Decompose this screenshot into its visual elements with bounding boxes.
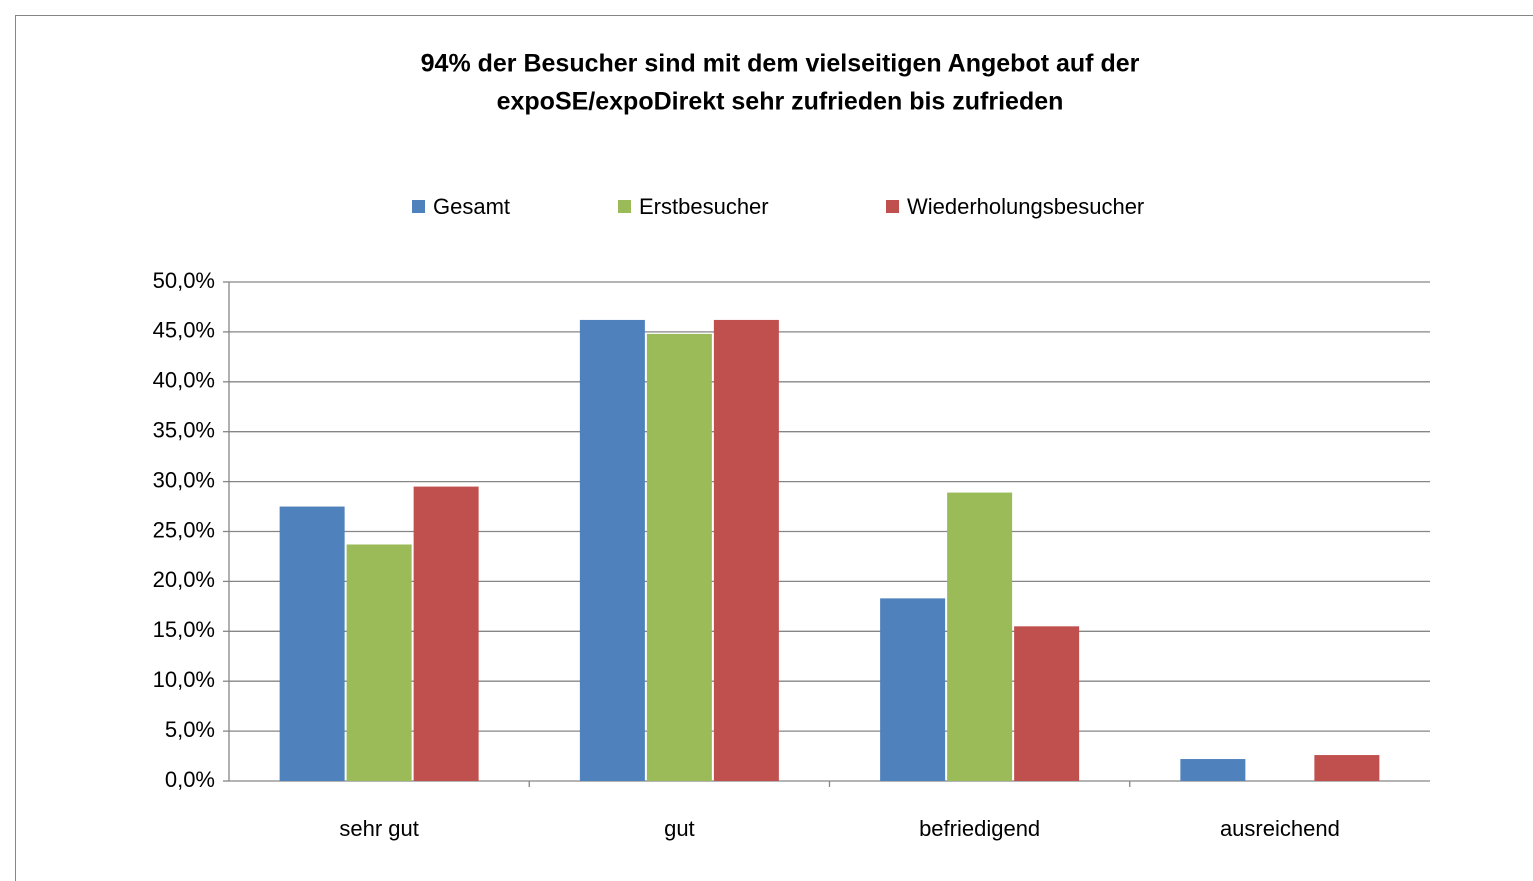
legend-label: Wiederholungsbesucher	[907, 194, 1144, 219]
y-tick-label: 50,0%	[153, 268, 215, 293]
y-tick-label: 30,0%	[153, 467, 215, 492]
x-tick-label: gut	[664, 816, 695, 841]
chart-title: 94% der Besucher sind mit dem vielseitig…	[421, 50, 1140, 78]
y-tick-label: 35,0%	[153, 418, 215, 443]
chart-title: expoSE/expoDirekt sehr zufrieden bis zuf…	[497, 88, 1064, 116]
bar	[1180, 759, 1246, 781]
y-tick-label: 10,0%	[153, 667, 215, 692]
bar	[947, 492, 1013, 781]
bar	[1314, 755, 1380, 781]
bar	[579, 319, 645, 781]
legend-swatch	[412, 200, 425, 213]
legend-label: Gesamt	[433, 194, 510, 219]
bar	[346, 544, 412, 781]
y-tick-label: 20,0%	[153, 567, 215, 592]
bar	[713, 319, 779, 781]
y-tick-label: 15,0%	[153, 617, 215, 642]
bar	[413, 486, 479, 781]
y-tick-label: 25,0%	[153, 517, 215, 542]
legend-label: Erstbesucher	[639, 194, 769, 219]
y-tick-label: 0,0%	[165, 767, 215, 792]
y-tick-label: 40,0%	[153, 368, 215, 393]
legend-swatch	[886, 200, 899, 213]
x-tick-label: sehr gut	[339, 816, 419, 841]
bar	[646, 333, 712, 781]
legend-swatch	[618, 200, 631, 213]
y-tick-label: 45,0%	[153, 318, 215, 343]
x-tick-label: befriedigend	[919, 816, 1040, 841]
bar	[279, 506, 345, 781]
y-tick-label: 5,0%	[165, 717, 215, 742]
bar	[880, 598, 946, 781]
x-tick-label: ausreichend	[1220, 816, 1340, 841]
bar	[1014, 626, 1080, 781]
